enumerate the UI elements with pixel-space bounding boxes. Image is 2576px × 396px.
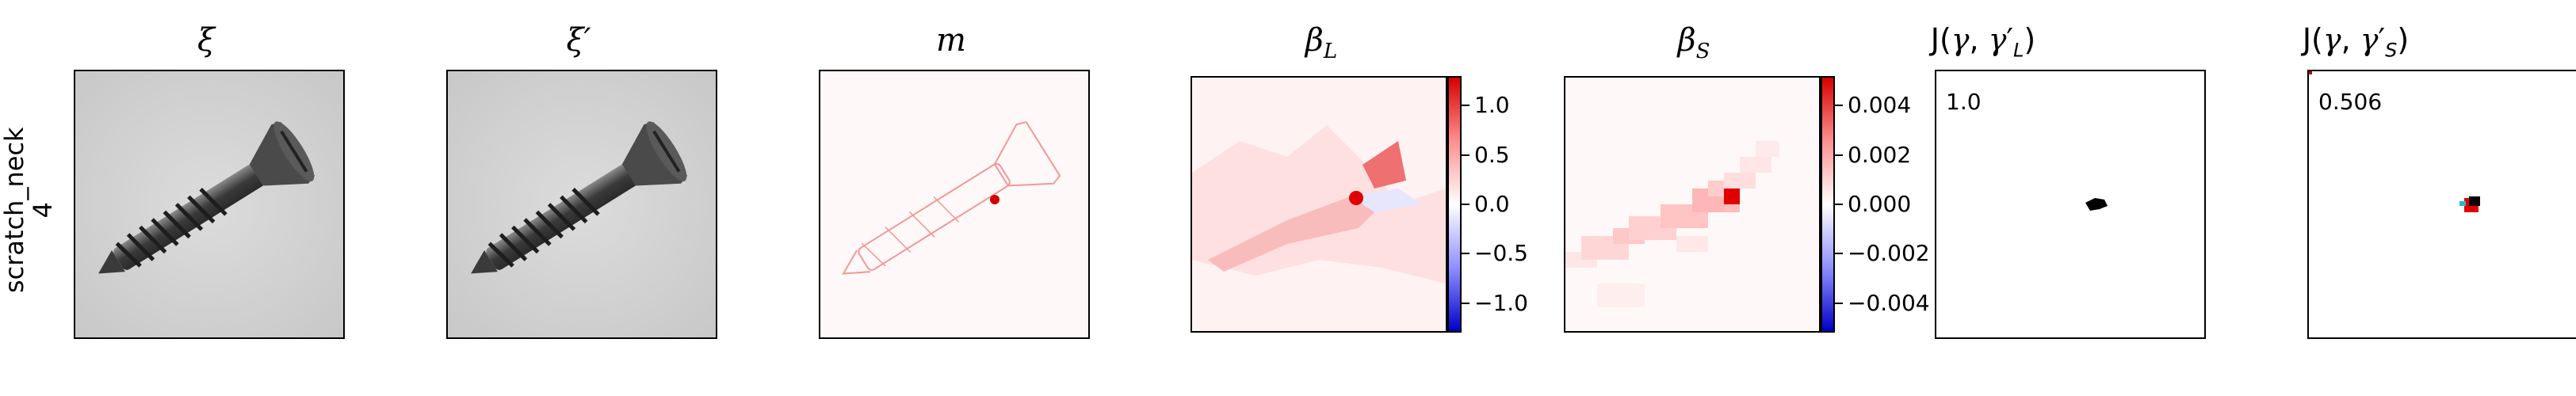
colorbar-tick-mark [1835,253,1843,255]
panel-image-xi-prime [446,70,717,339]
colorbar-tick-mark [1462,204,1470,205]
panel-title-jaccard-s: J(γ, γ′S) [2302,22,2410,62]
colorbar-tick-mark [1835,302,1843,304]
colorbar-beta-l [1447,76,1462,333]
colorbar-tick-label: −0.002 [1848,240,1930,267]
colorbar-tick-mark [1462,154,1470,156]
colorbar-tick-label: 1.0 [1474,92,1510,119]
panel-title-m: m [936,22,966,59]
beta-l-heatmap-image [1192,78,1446,331]
colorbar-tick-label: 0.002 [1848,141,1912,168]
colorbar-beta-s [1821,76,1835,333]
colorbar-tick-label: −0.004 [1848,289,1930,316]
screw-image-counterfactual [448,71,716,337]
colorbar-tick-label: 0.5 [1474,141,1510,168]
jaccard-score-s: 0.506 [2318,89,2383,115]
colorbar-tick-mark [1462,253,1470,255]
colorbar-tick-label: −1.0 [1474,289,1528,316]
panel-title-jaccard-l: J(γ, γ′L) [1930,22,2036,62]
colorbar-tick-mark [1835,204,1843,205]
heatmap-beta-s [1564,76,1821,333]
heatmap-beta-l [1191,76,1447,333]
panel-jaccard-s: 0.506 [2307,70,2576,339]
panel-title-xi-prime: ξ′ [566,22,591,59]
screw-image [75,71,343,337]
colorbar-tick-mark [1835,105,1843,107]
colorbar-tick-label: 0.0 [1474,191,1510,217]
jaccard-overlay-l [2085,198,2108,211]
panel-image-xi [74,70,345,339]
row-label-index: 4 [28,202,58,219]
colorbar-tick-label: 0.000 [1848,191,1912,217]
colorbar-tick-mark [1835,154,1843,156]
jaccard-overlay-s [2309,71,2480,212]
row-label: scratch_neck 4 [0,55,58,293]
panel-title-xi: ξ [197,22,216,59]
colorbar-tick-mark [1462,105,1470,107]
colorbar-tick-mark [1462,302,1470,304]
colorbar-tick-label: 0.004 [1848,92,1912,119]
panel-title-beta-s: βS [1677,22,1710,63]
beta-s-heatmap-image [1565,78,1819,331]
mask-difference-map [820,71,1088,337]
jaccard-score-l: 1.0 [1946,89,1982,115]
panel-title-beta-l: βL [1305,22,1338,63]
colorbar-tick-label: −0.5 [1474,240,1528,267]
row-label-category: scratch_neck [0,127,29,293]
panel-jaccard-l: 1.0 [1935,70,2206,339]
panel-image-m [819,70,1090,339]
